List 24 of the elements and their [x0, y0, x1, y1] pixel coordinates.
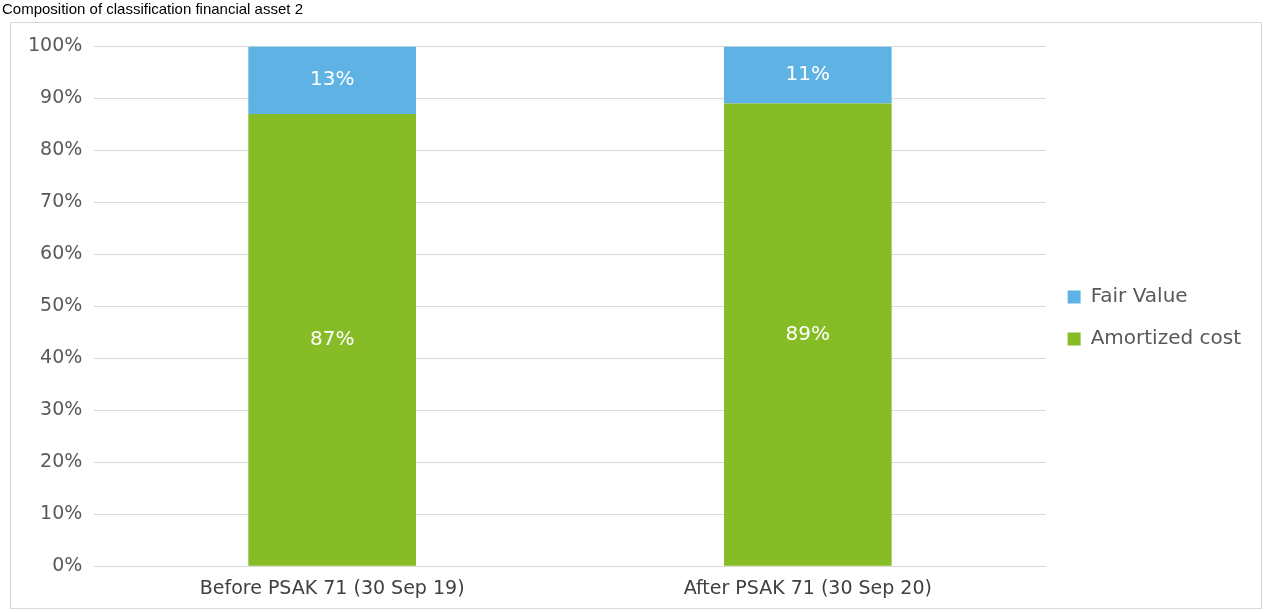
- y-tick-label: 70%: [40, 189, 83, 212]
- data-label: 11%: [785, 61, 831, 86]
- data-label: 89%: [785, 320, 831, 345]
- y-tick-label: 10%: [40, 501, 83, 524]
- y-tick-label: 90%: [40, 85, 83, 108]
- y-tick-label: 60%: [40, 241, 83, 264]
- bar: [723, 46, 892, 104]
- data-label: 87%: [309, 326, 355, 351]
- chart-title: Composition of classification financial asset 2: [2, 0, 303, 17]
- y-tick-label: 100%: [27, 33, 83, 56]
- legend-label: Fair Value: [1090, 283, 1188, 308]
- x-tick-label: Before PSAK 71 (30 Sep 19): [199, 575, 465, 598]
- data-label: 13%: [309, 66, 355, 91]
- x-tick-label: After PSAK 71 (30 Sep 20): [683, 575, 932, 598]
- bar: [248, 113, 416, 566]
- y-tick-label: 50%: [40, 293, 83, 316]
- bar: [723, 103, 892, 566]
- y-tick-label: 30%: [40, 397, 83, 420]
- legend-label: Amortized cost: [1090, 325, 1242, 350]
- bar: [248, 46, 416, 114]
- y-tick-label: 80%: [40, 137, 83, 160]
- y-tick-label: 40%: [40, 345, 83, 368]
- y-tick-label: 0%: [52, 553, 83, 576]
- y-tick-label: 20%: [40, 449, 83, 472]
